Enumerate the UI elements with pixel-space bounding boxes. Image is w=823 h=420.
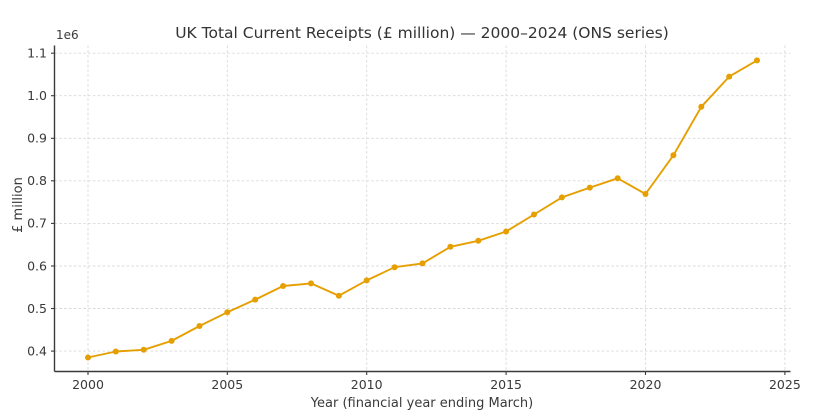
gridlines <box>54 45 791 372</box>
data-point-marker <box>642 191 649 197</box>
x-tick-label: 2010 <box>351 377 383 392</box>
data-point-marker <box>726 73 733 80</box>
data-point-marker <box>224 309 231 316</box>
data-point-marker <box>112 348 119 355</box>
y-axis-ticks: 0.4 0.5 0.6 0.7 0.8 0.9 1.0 1.1 <box>27 46 55 358</box>
data-point-marker <box>558 194 565 201</box>
x-axis-ticks: 2000 2005 2010 2015 2020 2025 <box>72 371 801 392</box>
data-point-marker <box>391 264 398 271</box>
data-series <box>85 57 760 361</box>
x-tick-label: 2015 <box>490 377 522 392</box>
y-tick-label: 1.0 <box>27 88 47 103</box>
data-point-marker <box>419 260 426 267</box>
x-tick-label: 2020 <box>630 377 662 392</box>
data-point-marker <box>335 292 342 299</box>
y-tick-label: 1.1 <box>27 46 47 61</box>
data-point-marker <box>196 323 203 329</box>
x-axis-label: Year (financial year ending March) <box>310 396 533 411</box>
y-tick-label: 0.9 <box>27 131 47 146</box>
y-axis-label: £ million <box>11 177 26 233</box>
data-point-marker <box>363 277 370 284</box>
data-point-marker <box>85 354 91 361</box>
x-tick-label: 2025 <box>769 377 801 392</box>
y-tick-label: 0.4 <box>27 343 47 358</box>
data-point-marker <box>503 228 510 235</box>
data-point-marker <box>140 346 147 353</box>
receipts-line <box>87 59 758 359</box>
data-point-marker <box>614 175 621 182</box>
data-point-marker <box>475 237 482 244</box>
data-point-marker <box>586 184 593 191</box>
y-tick-label: 0.6 <box>27 258 47 273</box>
y-tick-label: 0.5 <box>27 301 47 316</box>
y-tick-label: 0.7 <box>27 216 47 231</box>
axes-spines <box>53 45 791 373</box>
data-point-marker <box>754 57 760 64</box>
data-point-marker <box>308 280 314 287</box>
data-point-marker <box>698 103 705 110</box>
y-axis-offset-label: 1e6 <box>56 28 79 42</box>
x-tick-label: 2000 <box>72 377 104 392</box>
y-tick-label: 0.8 <box>27 173 47 188</box>
data-point-marker <box>280 283 287 289</box>
data-point-marker <box>531 211 537 218</box>
data-point-marker <box>670 152 677 159</box>
chart-title: UK Total Current Receipts (£ million) — … <box>175 24 669 42</box>
data-point-marker <box>447 243 454 250</box>
data-point-marker <box>168 337 175 344</box>
data-point-marker <box>252 296 259 303</box>
x-tick-label: 2005 <box>211 377 243 392</box>
